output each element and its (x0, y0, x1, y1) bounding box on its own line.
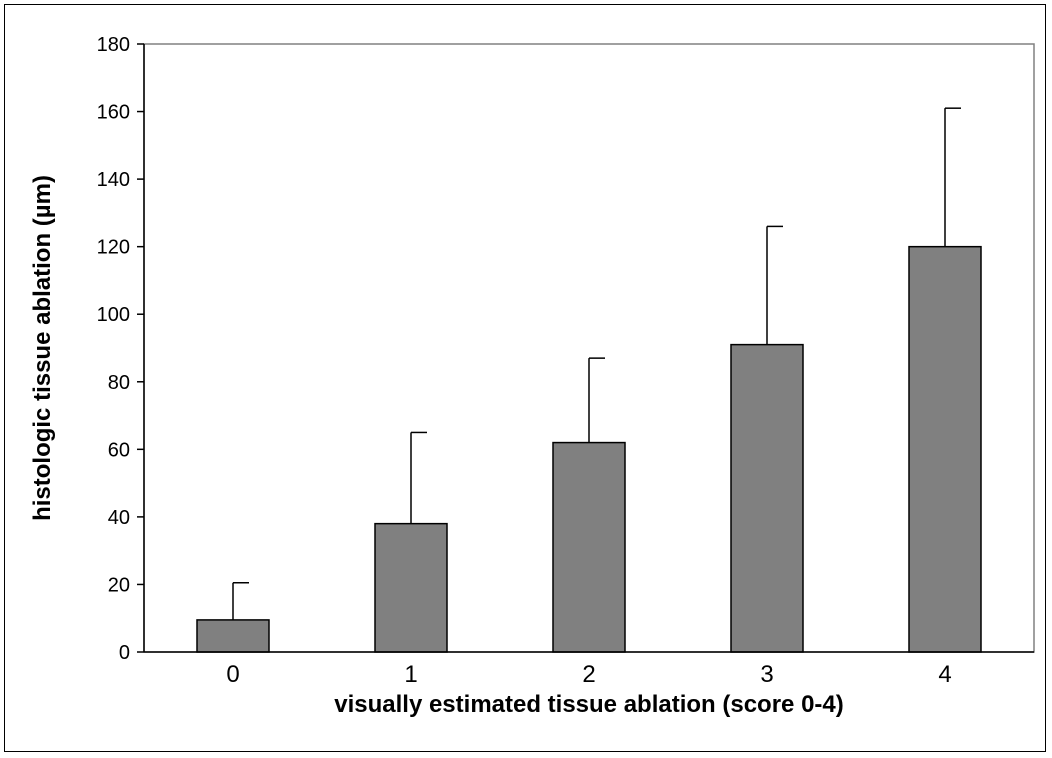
x-tick-label: 2 (582, 661, 595, 688)
y-tick-label: 180 (97, 34, 130, 56)
y-tick-label: 120 (97, 237, 130, 259)
x-tick-label: 4 (938, 661, 951, 688)
x-tick-label: 1 (404, 661, 417, 688)
bar-0 (196, 619, 270, 653)
y-tick-label: 0 (119, 642, 130, 664)
bar-1 (374, 522, 448, 653)
bar-2 (552, 441, 626, 653)
y-tick-label: 40 (108, 507, 130, 529)
y-tick-label: 20 (108, 574, 130, 596)
x-axis-tick-labels: 0 1 2 3 4 (226, 661, 951, 688)
x-axis-title: visually estimated tissue ablation (scor… (334, 691, 844, 718)
y-tick-label: 140 (97, 169, 130, 191)
y-tick-label: 160 (97, 102, 130, 124)
bar-4 (908, 245, 982, 653)
y-tick-label: 80 (108, 372, 130, 394)
bar-3 (730, 343, 804, 653)
x-tick-label: 0 (226, 661, 239, 688)
error-bars (232, 107, 961, 620)
x-tick-label: 3 (760, 661, 773, 688)
y-axis-title: histologic tissue ablation (µm) (29, 175, 56, 521)
y-tick-label: 60 (108, 439, 130, 461)
y-axis-ticks: 0 20 40 60 80 100 120 140 160 180 (97, 34, 144, 664)
y-tick-label: 100 (97, 304, 130, 326)
